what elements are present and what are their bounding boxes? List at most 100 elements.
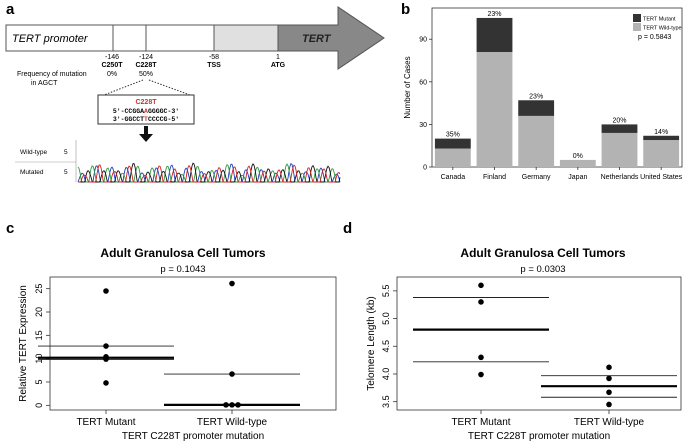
y-tick-label: 0 [34, 403, 44, 408]
data-point-tert-mutant [103, 356, 109, 362]
y-tick-label: 15 [34, 330, 44, 340]
x-tick-label: TERT Mutant [76, 417, 135, 428]
bar-mutant-canada [434, 138, 471, 149]
p-value-label: p = 0.5843 [638, 34, 671, 41]
y-tick-label: 5.0 [381, 312, 391, 325]
pos-c250t: -146 [105, 54, 119, 61]
legend-label-mutant: TERT Mutant [643, 17, 676, 23]
pos-c228t: -124 [139, 54, 153, 61]
data-point-tert-wild-type [606, 401, 612, 408]
x-tick-label: Netherlands [601, 174, 639, 181]
chart-tert-expression: Adult Granulosa Cell Tumors p = 0.1043 0 5 1… [18, 246, 337, 442]
data-point-tert-mutant [103, 380, 109, 386]
bar-mutant-united-states [643, 135, 680, 141]
x-axis-label: TERT C228T promoter mutation [468, 431, 610, 442]
x-tick-label: Japan [568, 174, 587, 181]
bar-wildtype-canada [434, 148, 471, 167]
panel-a-label: a [6, 1, 15, 18]
panel-c-label: c [6, 220, 14, 237]
bar-pct-label: 14% [654, 129, 668, 136]
x-tick-label: United States [640, 174, 683, 181]
bar-wildtype-japan [559, 159, 596, 167]
bar-wildtype-united-states [643, 140, 680, 167]
data-point-tert-wild-type [606, 389, 612, 396]
plot-frame [431, 7, 683, 168]
bar-pct-label: 23% [487, 11, 501, 18]
tert-gene-arrow [277, 6, 385, 70]
y-tick-label: 3.5 [381, 395, 391, 408]
bar-wildtype-finland [476, 52, 513, 168]
data-point-tert-wild-type [606, 364, 612, 371]
panel-b-label: b [401, 1, 410, 18]
y-tick-label: 5.5 [381, 285, 391, 298]
zoom-line-left [103, 79, 144, 96]
pos-tss: -58 [209, 54, 219, 61]
bar-pct-label: 23% [529, 93, 543, 100]
mutation-title: C228T [135, 99, 157, 106]
name-tss: TSS [207, 62, 221, 69]
y-tick-label: 5 [34, 379, 44, 384]
data-point-tert-mutant [478, 354, 484, 361]
track-n-mutated: 5 [64, 169, 68, 176]
panel-d-label: d [343, 220, 352, 237]
legend-label-wildtype: TERT Wild-type [643, 26, 682, 32]
panel-b: b 0 30 60 90 Number of Cases 35% Canada 23% Finl… [401, 1, 683, 181]
name-atg: ATG [271, 62, 286, 69]
y-tick-label: 0 [423, 165, 427, 172]
trace-c [77, 163, 340, 183]
name-c228t: C228T [135, 62, 157, 69]
name-c250t: C250T [101, 62, 123, 69]
y-tick-label: 60 [419, 79, 427, 86]
track-label-mutated: Mutated [20, 169, 44, 176]
mutation-seq-2: 3'-GGCCTTCCCCG-5' [113, 116, 179, 123]
x-tick-label: Canada [441, 174, 466, 181]
data-point-tert-wild-type [229, 402, 235, 408]
track-label-wildtype: Wild-type [20, 149, 47, 156]
down-arrow-icon [139, 126, 153, 142]
data-point-tert-wild-type [235, 402, 241, 408]
bar-mutant-netherlands [601, 124, 638, 133]
chart-title: Adult Granulosa Cell Tumors [100, 246, 265, 260]
promoter-label: TERT promoter [12, 33, 89, 45]
panel-d: d Adult Granulosa Cell Tumors p = 0.0303 3… [343, 220, 682, 442]
y-tick-label: 30 [419, 122, 427, 129]
x-axis-label: TERT C228T promoter mutation [122, 431, 264, 442]
data-point-tert-mutant [478, 371, 484, 378]
p-value-label: p = 0.0303 [520, 264, 565, 275]
mutation-box [97, 94, 195, 125]
data-point-tert-mutant [103, 288, 109, 294]
freq-label-line2: in AGCT [31, 80, 58, 87]
data-point-tert-wild-type [229, 371, 235, 377]
bar-pct-label: 35% [446, 132, 460, 139]
pos-atg: 1 [276, 54, 280, 61]
data-point-tert-mutant [478, 282, 484, 289]
x-tick-label: Finland [483, 174, 506, 181]
promoter-box [5, 24, 215, 52]
tert-gene-label: TERT [302, 33, 332, 45]
freq-c228t: 50% [139, 71, 153, 78]
data-point-tert-mutant [103, 343, 109, 349]
y-tick-label: 90 [419, 37, 427, 44]
bar-mutant-finland [476, 17, 513, 53]
sanger-chromatogram [77, 162, 341, 183]
freq-c250t: 0% [107, 71, 117, 78]
y-tick-label: 4.0 [381, 368, 391, 381]
bar-wildtype-netherlands [601, 132, 638, 167]
panel-c: c Adult Granulosa Cell Tumors p = 0.1043 0… [6, 220, 337, 442]
bar-pct-label: 0% [573, 153, 583, 160]
mutation-seq-1: 5'-CCGGAAGGGGC-3' [113, 108, 179, 115]
data-point-tert-wild-type [229, 280, 235, 287]
data-point-tert-wild-type [223, 402, 229, 408]
freq-label-line1: Frequency of mutation [17, 71, 87, 78]
y-axis-label: Telomere Length (kb) [366, 296, 377, 391]
y-axis-label: Number of Cases [403, 56, 412, 118]
bar-pct-label: 20% [612, 117, 626, 124]
plot-frame [49, 276, 337, 411]
y-tick-label: 25 [34, 284, 44, 294]
y-tick-label: 20 [34, 307, 44, 317]
panel-a: a TERT promoter TERT -146 C250T -124 C22… [5, 1, 385, 183]
p-value-label: p = 0.1043 [160, 264, 205, 275]
plot-frame [396, 276, 682, 411]
zoom-line-right [148, 79, 191, 96]
y-tick-label: 4.5 [381, 340, 391, 353]
